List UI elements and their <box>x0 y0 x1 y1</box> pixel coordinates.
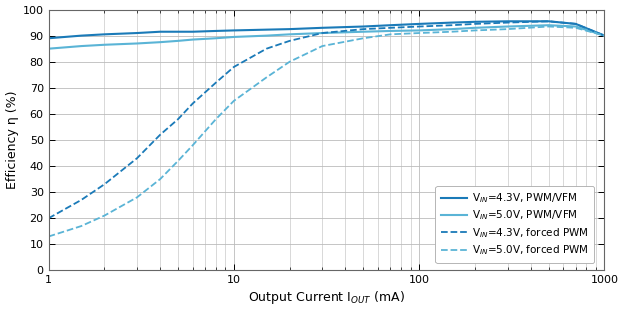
X-axis label: Output Current I$_{OUT}$ (mA): Output Current I$_{OUT}$ (mA) <box>248 290 405 306</box>
Y-axis label: Efficiency η (%): Efficiency η (%) <box>6 91 19 189</box>
Legend: V$_{IN}$=4.3V, PWM/VFM, V$_{IN}$=5.0V, PWM/VFM, V$_{IN}$=4.3V, forced PWM, V$_{I: V$_{IN}$=4.3V, PWM/VFM, V$_{IN}$=5.0V, P… <box>436 186 593 263</box>
